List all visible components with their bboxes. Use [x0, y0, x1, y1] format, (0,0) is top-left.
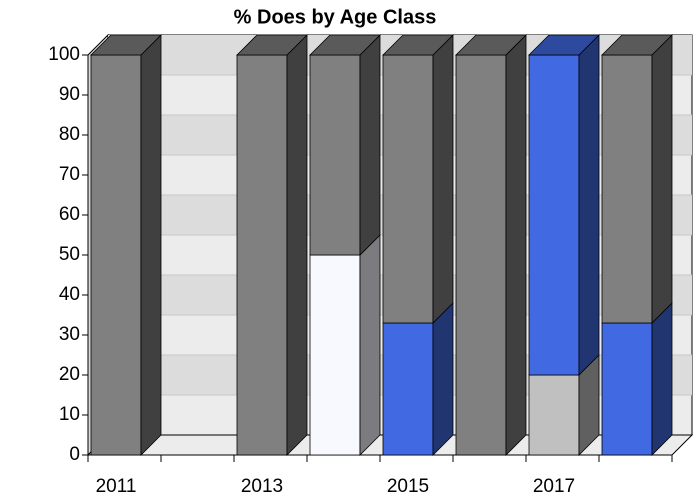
- y-tick-label: 30: [59, 324, 80, 345]
- bar-segment: [309, 54, 361, 256]
- bar-top: [528, 34, 600, 56]
- x-tick-label: 2011: [96, 476, 137, 497]
- y-tick-label: 40: [59, 284, 80, 305]
- bar-side: [432, 34, 454, 324]
- bar-side: [432, 302, 454, 456]
- bar-side: [651, 302, 673, 456]
- bar-segment: [309, 254, 361, 456]
- bar-side: [286, 34, 308, 456]
- bar-segment: [382, 54, 434, 324]
- bar-side: [651, 34, 673, 324]
- bar-segment: [601, 54, 653, 324]
- bar-side: [505, 34, 527, 456]
- bar-side: [359, 34, 381, 256]
- chart-title: % Does by Age Class: [234, 6, 437, 28]
- bar-top: [90, 34, 162, 56]
- x-tick-label: 2013: [241, 476, 283, 497]
- y-tick-label: 50: [59, 244, 80, 265]
- y-tick-label: 60: [59, 204, 80, 225]
- y-tick-label: 20: [59, 364, 80, 385]
- bar-top: [601, 34, 673, 56]
- bar-top: [382, 34, 454, 56]
- bar-segment: [528, 374, 580, 456]
- bar-segment: [382, 322, 434, 456]
- bar-segment: [528, 54, 580, 376]
- bar-segment: [236, 54, 288, 456]
- bar-top: [236, 34, 308, 56]
- y-tick-label: 100: [48, 44, 80, 65]
- y-tick-label: 80: [59, 124, 80, 145]
- x-tick-label: 2015: [387, 476, 429, 497]
- y-tick-label: 90: [59, 84, 80, 105]
- y-tick-label: 70: [59, 164, 80, 185]
- bar-segment: [90, 54, 142, 456]
- bar-side: [359, 234, 381, 456]
- bar-top: [309, 34, 381, 56]
- bar-top: [455, 34, 527, 56]
- y-tick-label: 10: [59, 404, 80, 425]
- x-tick-label: 2017: [533, 476, 575, 497]
- bar-segment: [455, 54, 507, 456]
- bar-side: [140, 34, 162, 456]
- y-tick-label: 0: [69, 444, 80, 465]
- bar-side: [578, 34, 600, 376]
- bar-segment: [601, 322, 653, 456]
